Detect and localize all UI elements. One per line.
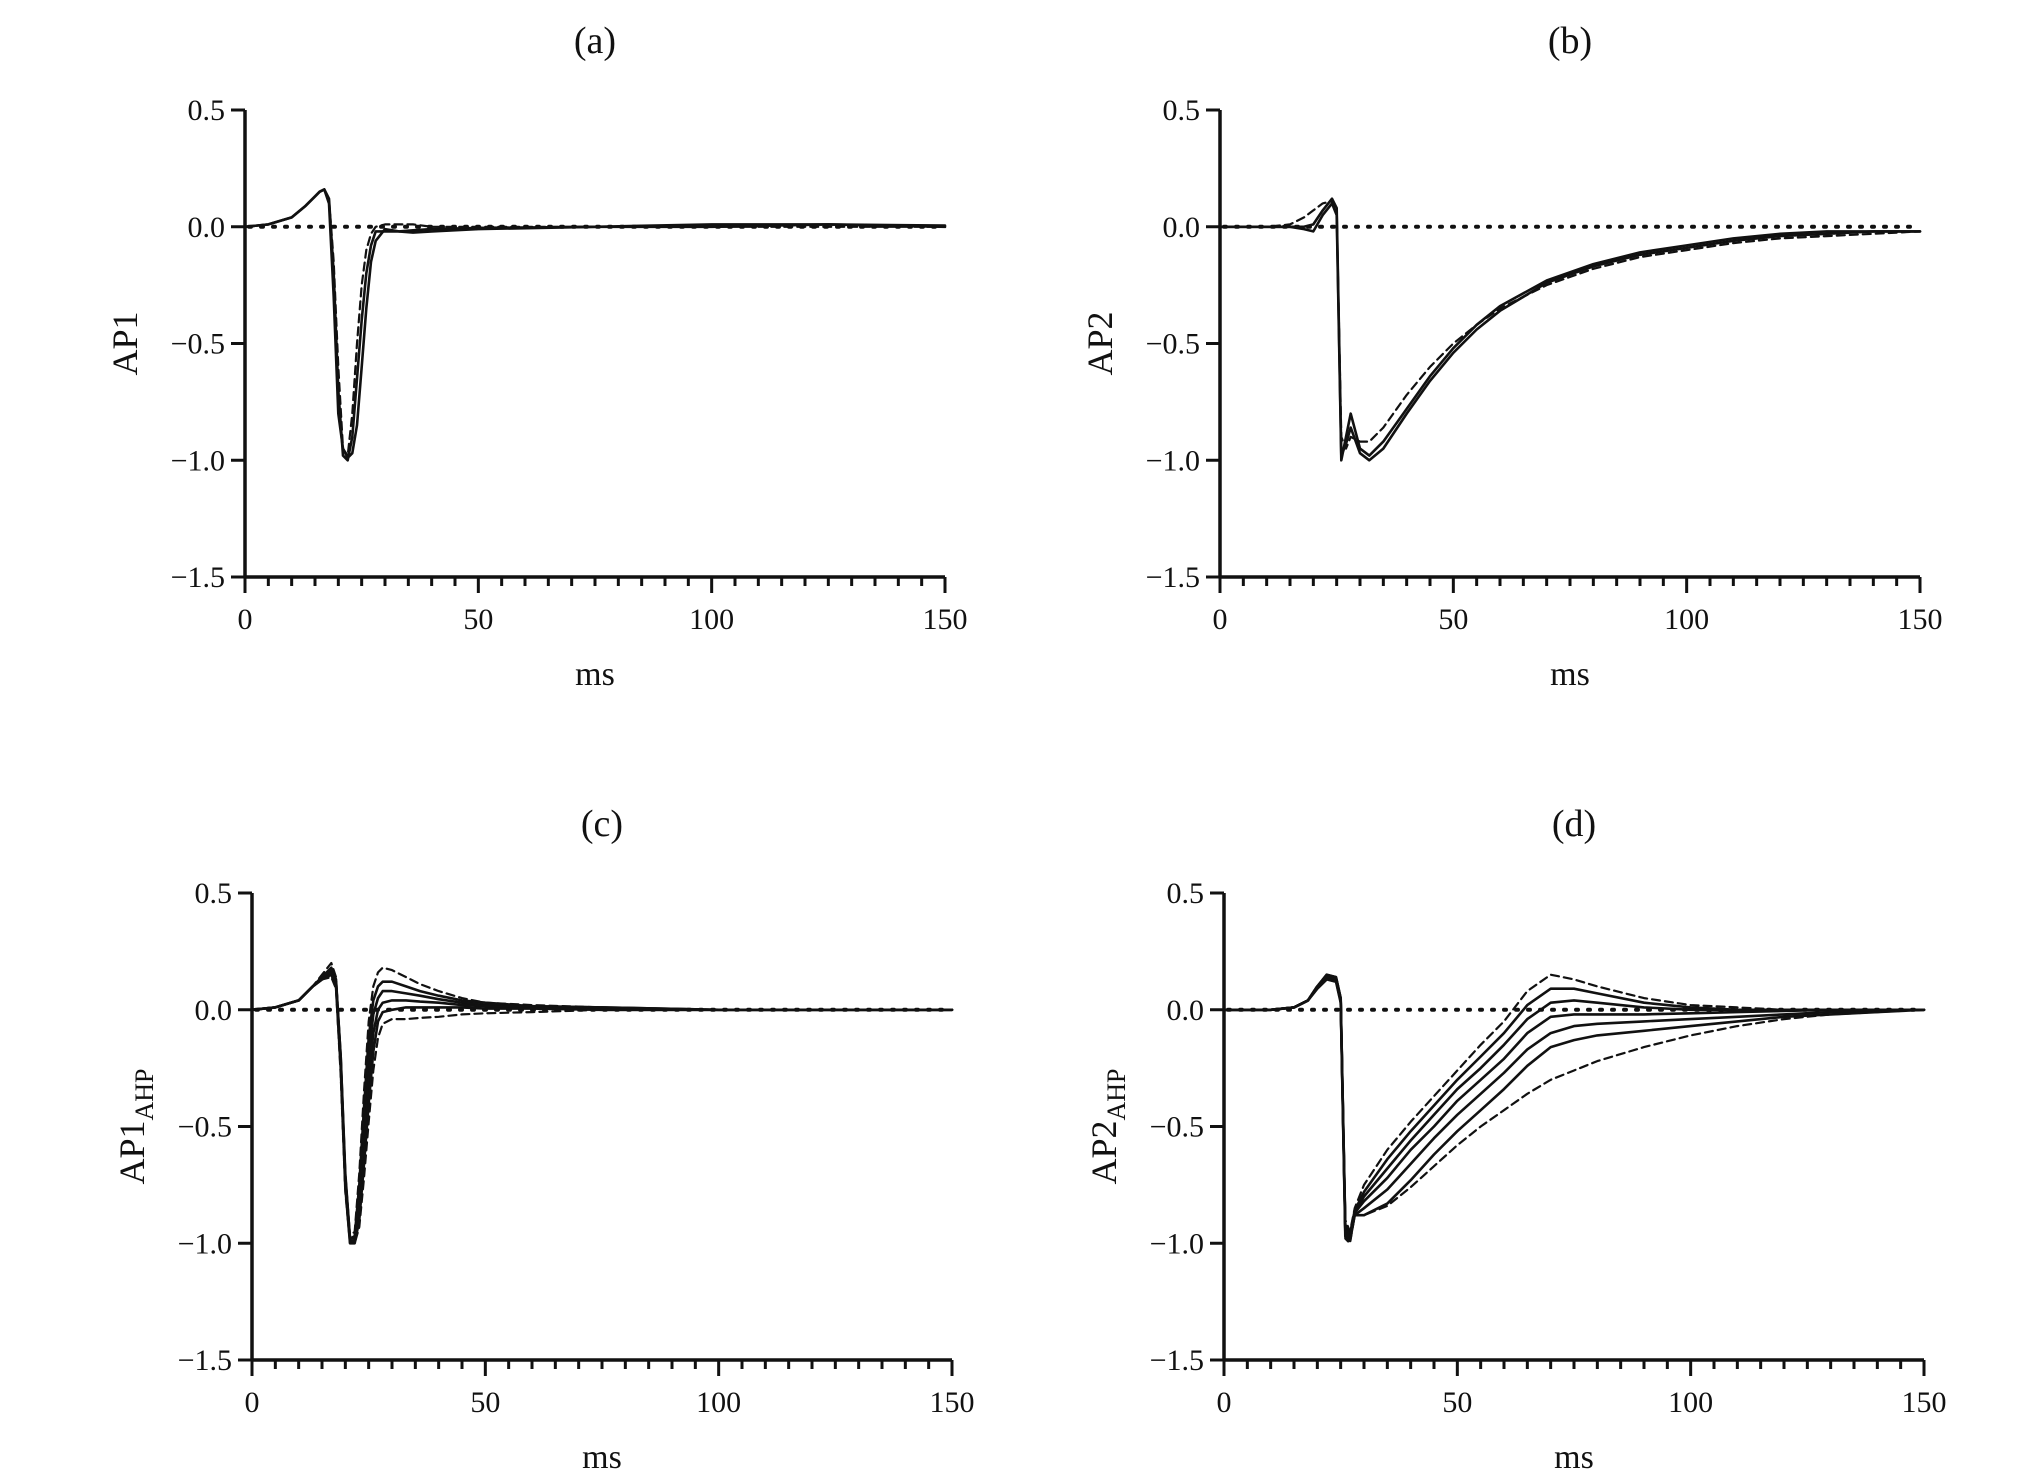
y-tick-label: −1.5 [171,561,225,594]
y-axis-label-main: AP1 [105,311,145,375]
chart-panel: (a) 0.5 0.0 −0.5 −1.0 −1.5 0 50 100 150 ms AP1 [105,20,968,693]
y-tick-label: 0.5 [188,94,226,127]
y-tick-label: −0.5 [1150,1111,1204,1144]
panel-label: (d) [1552,803,1596,845]
y-tick-label: 0.0 [1163,211,1201,244]
x-tick-label: 100 [1664,603,1709,636]
panel-label: (c) [581,803,623,845]
panel-label: (a) [574,20,616,62]
x-tick-label: 50 [463,603,493,636]
x-tick-label: 0 [1213,603,1228,636]
y-tick-label: −1.0 [1146,444,1200,477]
y-axis-label: AP2AHP [1084,1068,1131,1184]
chart-panel: (c) 0.5 0.0 −0.5 −1.0 −1.5 0 50 100 150 ms AP1AHP [112,803,975,1476]
series-line-1 [243,188,947,462]
x-tick-label: 50 [470,1386,500,1419]
chart-panel: (d) 0.5 0.0 −0.5 −1.0 −1.5 0 50 100 150 ms AP2AHP [1084,803,1947,1476]
series-line-5 [250,976,954,1245]
x-tick-label: 100 [689,603,734,636]
x-tick-label: 150 [1898,603,1943,636]
x-tick-label: 0 [245,1386,260,1419]
y-tick-label: −1.0 [1150,1227,1204,1260]
y-axis-label: AP1AHP [112,1068,159,1184]
series-line-2 [243,188,947,460]
y-tick-label: 0.0 [1167,994,1205,1027]
x-tick-label: 100 [1668,1386,1713,1419]
series-line-0 [250,961,954,1238]
y-axis-label-main: AP2 [1080,311,1120,375]
series-line-5 [1222,978,1926,1243]
y-tick-label: −1.0 [178,1227,232,1260]
x-tick-label: 150 [1902,1386,1947,1419]
x-tick-label: 50 [1438,603,1468,636]
chart-panel: (b) 0.5 0.0 −0.5 −1.0 −1.5 0 50 100 150 ms AP2 [1080,20,1943,693]
series-line-4 [250,973,954,1245]
y-axis-label-subscript: AHP [130,1068,159,1120]
y-tick-label: 0.5 [1167,877,1205,910]
panel-label: (b) [1548,20,1592,62]
x-tick-label: 50 [1442,1386,1472,1419]
y-tick-label: 0.5 [1163,94,1201,127]
x-tick-label: 0 [238,603,253,636]
series-line-1 [1218,202,1922,462]
y-tick-label: 0.0 [195,994,233,1027]
y-axis-label-main: AP1 [112,1120,152,1184]
x-axis-label: ms [575,656,615,693]
y-tick-label: −0.5 [171,328,225,361]
y-tick-label: 0.5 [195,877,233,910]
y-tick-label: −0.5 [1146,328,1200,361]
series-line-4 [1222,975,1926,1240]
y-tick-label: −1.5 [178,1344,232,1377]
x-tick-label: 100 [696,1386,741,1419]
series-line-2 [1218,197,1922,462]
y-axis-label: AP2 [1080,311,1120,375]
series-line-0 [243,188,947,457]
x-axis-label: ms [582,1439,622,1476]
series-line-6 [1222,978,1926,1245]
y-tick-label: −1.0 [171,444,225,477]
x-tick-label: 0 [1217,1386,1232,1419]
y-tick-label: −1.5 [1150,1344,1204,1377]
y-axis-label-main: AP2 [1084,1120,1124,1184]
series-line-0 [1218,200,1922,450]
y-axis-label-subscript: AHP [1102,1068,1131,1120]
y-tick-label: 0.0 [188,211,226,244]
x-tick-label: 150 [930,1386,975,1419]
y-tick-label: −1.5 [1146,561,1200,594]
x-axis-label: ms [1550,656,1590,693]
y-tick-label: −0.5 [178,1111,232,1144]
x-axis-label: ms [1554,1439,1594,1476]
y-axis-label: AP1 [105,311,145,375]
x-tick-label: 150 [923,603,968,636]
